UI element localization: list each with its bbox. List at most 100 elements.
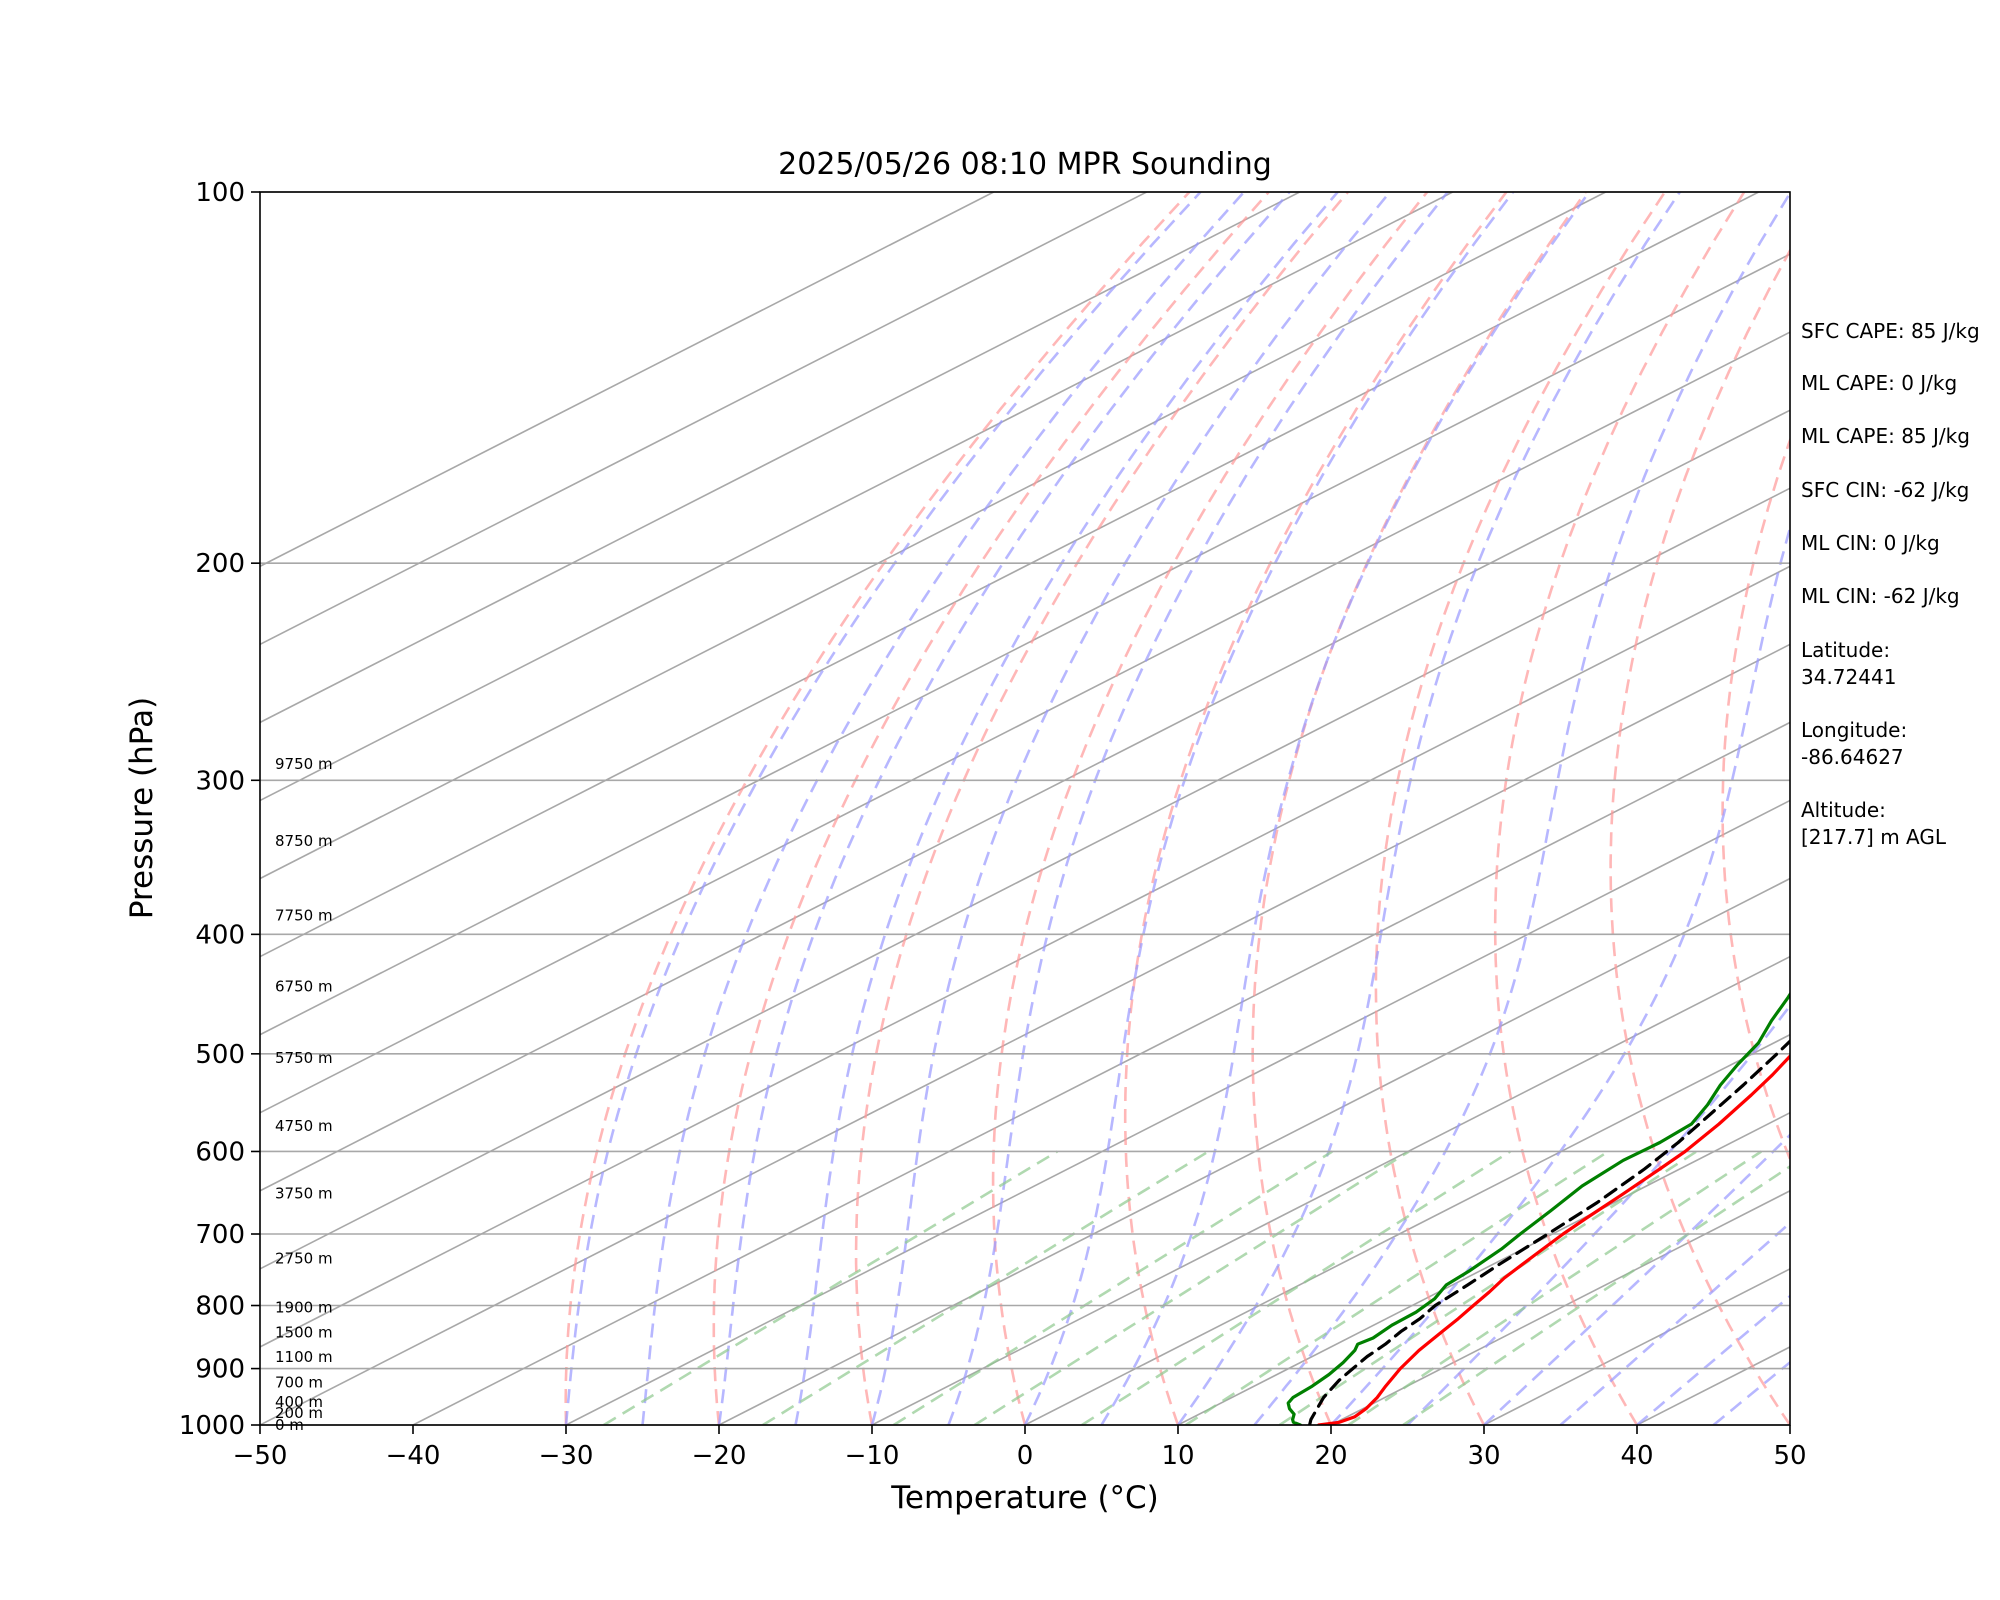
sfc-cin-text: SFC CIN: -62 J/kg xyxy=(1801,478,1969,502)
isotherm-line xyxy=(260,409,1790,1192)
height-label: 200 m xyxy=(275,1404,323,1422)
ml-cape-text: ML CAPE: 0 J/kg xyxy=(1801,371,1957,395)
y-tick-label: 700 xyxy=(195,1220,245,1250)
height-label: 700 m xyxy=(275,1374,323,1392)
isotherm-line xyxy=(260,643,1790,1425)
mixing-ratio-line xyxy=(1347,1150,1763,1425)
height-label: 2750 m xyxy=(275,1250,333,1268)
height-label: 8750 m xyxy=(275,832,333,850)
ml-cin-text: ML CIN: 0 J/kg xyxy=(1801,531,1940,555)
moist-adiabat-line xyxy=(1406,1003,1790,1425)
x-axis-label: Temperature (°C) xyxy=(890,1480,1159,1516)
moist-adiabat-line xyxy=(1100,192,1591,1425)
y-axis-ticks: 100 200 300 400 500 600 700 800 900 1000 xyxy=(179,178,260,1441)
moist-adiabat-line xyxy=(794,192,1339,1425)
x-tick-label: 0 xyxy=(1017,1441,1034,1471)
y-axis-label: Pressure (hPa) xyxy=(124,697,160,919)
latitude-value: 34.72441 xyxy=(1801,665,1896,689)
dry-adiabat-line xyxy=(1374,192,1666,1425)
height-label: 3750 m xyxy=(275,1184,333,1202)
height-label: 1900 m xyxy=(275,1299,333,1317)
dry-adiabat-line xyxy=(712,192,1270,1425)
longitude-label: Longitude: xyxy=(1801,718,1907,742)
dry-adiabat-line xyxy=(1721,436,1790,1163)
x-tick-label: 40 xyxy=(1620,1441,1653,1471)
moist-adiabat-line xyxy=(1253,192,1790,1425)
ml-cape-text: ML CAPE: 85 J/kg xyxy=(1801,424,1970,448)
isotherm-line xyxy=(260,565,1790,1348)
x-tick-label: −50 xyxy=(233,1441,288,1471)
x-tick-label: 20 xyxy=(1314,1441,1347,1471)
temperature-trace xyxy=(1317,1053,1790,1425)
isotherm-line xyxy=(260,253,1790,1036)
dry-adiabat-line xyxy=(854,192,1349,1425)
x-axis-ticks: −50 −40 −30 −20 −10 0 10 20 30 40 50 xyxy=(233,1425,1807,1471)
altitude-label: Altitude: xyxy=(1801,798,1886,822)
moist-adiabat-line xyxy=(947,192,1449,1425)
dewpoint-trace xyxy=(1286,991,1790,1425)
sfc-cape-text: SFC CAPE: 85 J/kg xyxy=(1801,319,1980,343)
height-label: 400 m xyxy=(275,1393,323,1411)
x-tick-label: −40 xyxy=(386,1441,441,1471)
moist-adiabat-line xyxy=(1023,192,1515,1425)
background-reference-lines xyxy=(260,192,1790,1425)
moist-adiabat-line xyxy=(564,192,1202,1425)
mixing-ratio-line xyxy=(1185,1150,1609,1425)
sounding-traces xyxy=(1286,991,1790,1425)
moist-adiabat-line xyxy=(1176,192,1681,1425)
y-tick-label: 600 xyxy=(195,1137,245,1167)
isotherm-line xyxy=(871,955,1790,1425)
x-tick-label: 50 xyxy=(1773,1441,1806,1471)
height-label: 0 m xyxy=(275,1416,304,1434)
y-tick-label: 500 xyxy=(195,1040,245,1070)
moist-adiabat-line xyxy=(1636,1294,1790,1425)
height-label: 7750 m xyxy=(275,906,333,924)
ml-cin-text: ML CIN: -62 J/kg xyxy=(1801,584,1960,608)
isotherm-line xyxy=(718,877,1790,1425)
isotherm-line xyxy=(1330,1189,1790,1425)
longitude-value: -86.64627 xyxy=(1801,745,1904,769)
y-tick-label: 400 xyxy=(195,920,245,950)
height-label: 9750 m xyxy=(275,755,333,773)
dry-adiabat-line xyxy=(991,192,1429,1425)
dry-adiabat-line xyxy=(1123,192,1508,1425)
y-tick-label: 100 xyxy=(195,178,245,208)
isotherm-line xyxy=(1024,1033,1790,1425)
isotherm-line xyxy=(260,192,1607,880)
latitude-label: Latitude: xyxy=(1801,638,1890,662)
altitude-value: [217.7] m AGL xyxy=(1801,825,1947,849)
y-tick-label: 300 xyxy=(195,766,245,796)
x-tick-label: 30 xyxy=(1467,1441,1500,1471)
moist-adiabat-line xyxy=(870,192,1391,1425)
parcel-trace xyxy=(1308,1039,1790,1425)
isotherm-line xyxy=(412,721,1790,1425)
isotherm-line xyxy=(260,192,1301,724)
dry-adiabat-line xyxy=(1493,192,1746,1425)
y-tick-label: 800 xyxy=(195,1292,245,1322)
mixing-ratio-line xyxy=(1278,1150,1698,1425)
info-panel: SFC CAPE: 85 J/kg ML CAPE: 0 J/kg ML CAP… xyxy=(1801,319,1980,849)
height-label: 1500 m xyxy=(275,1323,333,1341)
isotherm-line xyxy=(1177,1111,1790,1425)
moist-adiabat-line xyxy=(717,192,1291,1425)
y-tick-label: 1000 xyxy=(179,1411,245,1441)
mixing-ratio-line xyxy=(1402,1164,1790,1425)
isotherm-line xyxy=(260,192,1454,802)
x-tick-label: −30 xyxy=(539,1441,594,1471)
x-tick-label: −20 xyxy=(692,1441,747,1471)
x-tick-label: −10 xyxy=(845,1441,900,1471)
y-tick-label: 200 xyxy=(195,549,245,579)
height-label: 4750 m xyxy=(275,1117,333,1135)
isotherm-line xyxy=(260,192,1760,958)
height-label: 5750 m xyxy=(275,1049,333,1067)
isotherm-line xyxy=(565,799,1790,1425)
isotherm-line xyxy=(260,331,1790,1114)
chart-title: 2025/05/26 08:10 MPR Sounding xyxy=(778,147,1272,182)
height-label: 6750 m xyxy=(275,978,333,996)
height-label: 1100 m xyxy=(275,1348,333,1366)
y-tick-label: 900 xyxy=(195,1355,245,1385)
dry-adiabat-line xyxy=(564,192,1191,1425)
isotherm-line xyxy=(260,487,1790,1270)
